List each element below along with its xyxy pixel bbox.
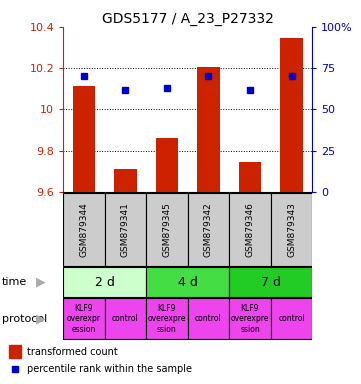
Text: GSM879346: GSM879346 [245,202,255,257]
Text: KLF9
overexpre
ssion: KLF9 overexpre ssion [231,304,269,334]
FancyBboxPatch shape [105,193,146,266]
Text: percentile rank within the sample: percentile rank within the sample [27,364,192,374]
FancyBboxPatch shape [63,298,105,339]
Bar [239,162,261,192]
Bar [156,138,178,192]
FancyBboxPatch shape [188,193,229,266]
Text: KLF9
overexpre
ssion: KLF9 overexpre ssion [148,304,186,334]
Text: 4 d: 4 d [178,276,198,289]
Text: GSM879341: GSM879341 [121,202,130,257]
FancyBboxPatch shape [146,193,188,266]
Text: GSM879344: GSM879344 [79,202,88,257]
Bar [9,345,21,358]
Bar [280,38,303,192]
Text: GSM879342: GSM879342 [204,202,213,257]
FancyBboxPatch shape [271,193,312,266]
Bar [114,169,137,192]
Text: GSM879345: GSM879345 [162,202,171,257]
FancyBboxPatch shape [271,298,312,339]
FancyBboxPatch shape [188,298,229,339]
Text: control: control [278,314,305,323]
FancyBboxPatch shape [229,268,312,297]
Text: control: control [112,314,139,323]
Title: GDS5177 / A_23_P27332: GDS5177 / A_23_P27332 [102,12,274,26]
FancyBboxPatch shape [229,298,271,339]
Text: GSM879343: GSM879343 [287,202,296,257]
Text: protocol: protocol [2,314,47,324]
Text: ▶: ▶ [36,276,46,289]
Text: time: time [2,277,27,287]
Text: transformed count: transformed count [27,346,118,356]
FancyBboxPatch shape [229,193,271,266]
Bar [197,67,220,192]
FancyBboxPatch shape [146,268,229,297]
Text: KLF9
overexpr
ession: KLF9 overexpr ession [67,304,101,334]
Text: control: control [195,314,222,323]
Text: 7 d: 7 d [261,276,281,289]
FancyBboxPatch shape [146,298,188,339]
Text: ▶: ▶ [36,312,46,325]
FancyBboxPatch shape [63,193,105,266]
FancyBboxPatch shape [105,298,146,339]
Bar [73,86,95,192]
FancyBboxPatch shape [63,268,146,297]
Text: 2 d: 2 d [95,276,115,289]
